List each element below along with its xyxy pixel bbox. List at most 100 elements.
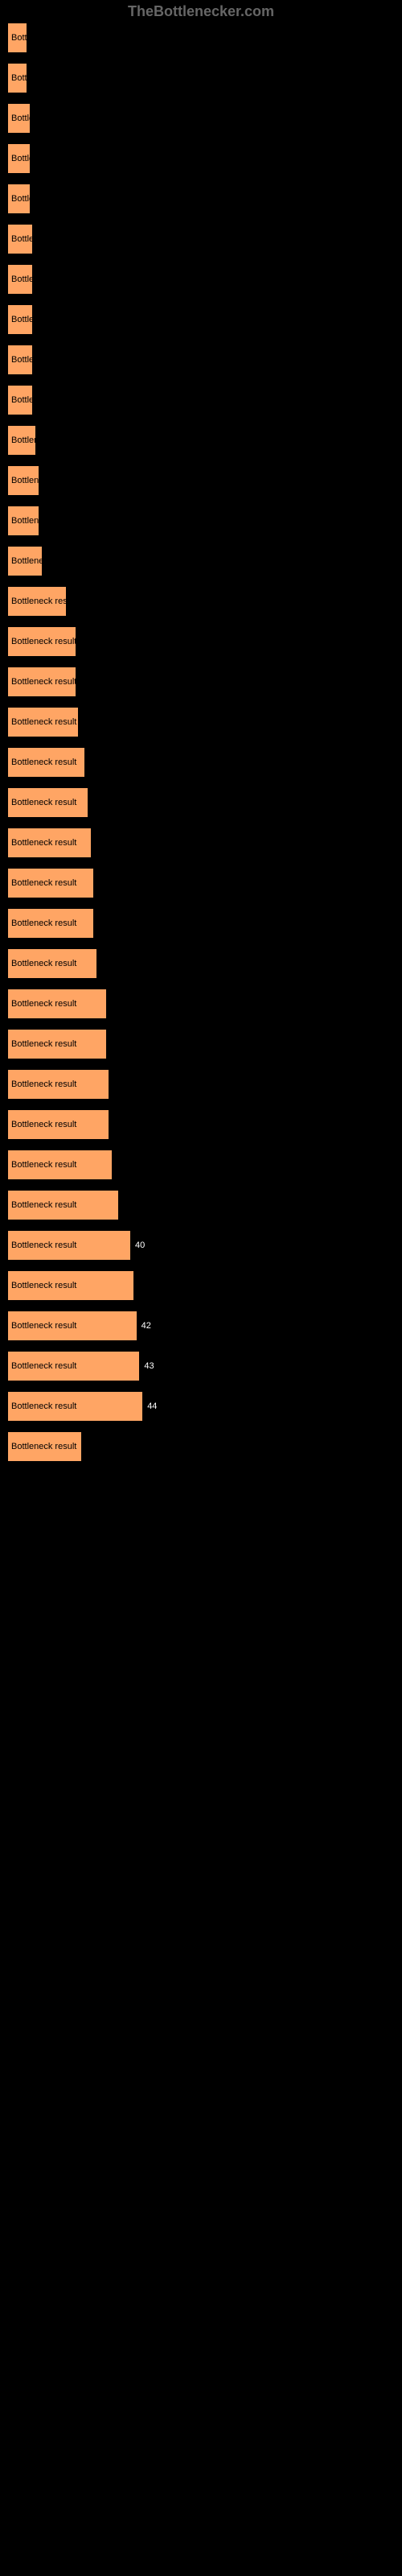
bar-label: Bottleneck result (11, 1039, 76, 1049)
chart-row: Bottleneck result (8, 1271, 394, 1300)
chart-row: Bottleneck result (8, 1110, 394, 1139)
chart-row: Bottleneck result (8, 345, 394, 374)
bar-value: 42 (142, 1321, 151, 1331)
chart-row: Bottleneck result (8, 104, 394, 133)
bar-track: Bottleneck result (8, 345, 394, 374)
bar-label: Bottleneck result (11, 758, 76, 767)
chart-row: Bottleneck result (8, 748, 394, 777)
chart-row: Bottleneck result (8, 184, 394, 213)
chart-row: Bottleneck result (8, 64, 394, 93)
bottleneck-bar-chart: Bottleneck resultBottleneck resultBottle… (0, 23, 402, 1488)
bar-track: Bottleneck result (8, 1150, 394, 1179)
bar-label: Bottleneck result (11, 1200, 76, 1210)
chart-row: Bottleneck result (8, 587, 394, 616)
bar-track: Bottleneck result (8, 466, 394, 495)
bar-track: Bottleneck result (8, 184, 394, 213)
bar-label: Bottleneck result (11, 436, 76, 445)
chart-row: Bottleneck result (8, 869, 394, 898)
bar-label: Bottleneck result (11, 355, 76, 365)
bar-track: Bottleneck result (8, 1271, 394, 1300)
chart-row: Bottleneck result (8, 426, 394, 455)
bar-track: Bottleneck result (8, 989, 394, 1018)
bar-label: Bottleneck result (11, 516, 76, 526)
bar-track: Bottleneck result (8, 708, 394, 737)
bar-track: Bottleneck result (8, 426, 394, 455)
chart-row: Bottleneck result (8, 23, 394, 52)
bar-label: Bottleneck result (11, 395, 76, 405)
bar-track: Bottleneck result (8, 64, 394, 93)
bar-label: Bottleneck result (11, 315, 76, 324)
bar: Bottleneck result (8, 466, 39, 495)
bar-track: Bottleneck result (8, 1070, 394, 1099)
chart-row: Bottleneck result (8, 708, 394, 737)
bar: Bottleneck result (8, 386, 32, 415)
bar-track: Bottleneck result (8, 949, 394, 978)
bar: Bottleneck result (8, 748, 84, 777)
bar: Bottleneck result (8, 426, 35, 455)
chart-row: Bottleneck result (8, 828, 394, 857)
chart-row: Bottleneck result (8, 1432, 394, 1461)
watermark-text: TheBottlenecker.com (0, 0, 402, 23)
bar: Bottleneck result (8, 989, 106, 1018)
chart-row: Bottleneck result (8, 305, 394, 334)
bar-track: Bottleneck result (8, 225, 394, 254)
bar: Bottleneck result (8, 345, 32, 374)
bar: Bottleneck result (8, 1231, 130, 1260)
bar-value: 40 (135, 1241, 145, 1250)
chart-row: Bottleneck result (8, 667, 394, 696)
bar: Bottleneck result (8, 1030, 106, 1059)
bar: Bottleneck result (8, 667, 76, 696)
bar-track: Bottleneck result (8, 667, 394, 696)
bar-track: Bottleneck result (8, 788, 394, 817)
bar-label: Bottleneck result (11, 33, 76, 43)
bar-label: Bottleneck result (11, 1241, 76, 1250)
chart-row: Bottleneck result (8, 1030, 394, 1059)
bar-track: Bottleneck result43 (8, 1352, 394, 1381)
bar-track: Bottleneck result (8, 386, 394, 415)
bar-label: Bottleneck result (11, 1402, 76, 1411)
bar-label: Bottleneck result (11, 556, 76, 566)
bar: Bottleneck result (8, 828, 91, 857)
bar-track: Bottleneck result (8, 104, 394, 133)
bar-label: Bottleneck result (11, 1442, 76, 1451)
chart-row: Bottleneck result (8, 466, 394, 495)
chart-row: Bottleneck result (8, 265, 394, 294)
chart-row: Bottleneck result42 (8, 1311, 394, 1340)
bar-label: Bottleneck result (11, 234, 76, 244)
bar-track: Bottleneck result (8, 869, 394, 898)
bar: Bottleneck result (8, 23, 27, 52)
bar-label: Bottleneck result (11, 1281, 76, 1290)
bar-track: Bottleneck result (8, 1432, 394, 1461)
bar-label: Bottleneck result (11, 1160, 76, 1170)
bar: Bottleneck result (8, 1191, 118, 1220)
bar: Bottleneck result (8, 1392, 142, 1421)
bar-track: Bottleneck result (8, 1030, 394, 1059)
bar: Bottleneck result (8, 64, 27, 93)
bar: Bottleneck result (8, 587, 66, 616)
bar-label: Bottleneck result (11, 154, 76, 163)
bar: Bottleneck result (8, 1070, 109, 1099)
bar-track: Bottleneck result (8, 305, 394, 334)
bar: Bottleneck result (8, 225, 32, 254)
bar-label: Bottleneck result (11, 717, 76, 727)
chart-row: Bottleneck result (8, 909, 394, 938)
bar: Bottleneck result (8, 1432, 81, 1461)
bar-value: 43 (144, 1361, 154, 1371)
bar: Bottleneck result (8, 627, 76, 656)
chart-row: Bottleneck result (8, 949, 394, 978)
chart-row: Bottleneck result (8, 1191, 394, 1220)
bar-track: Bottleneck result (8, 627, 394, 656)
bar: Bottleneck result (8, 708, 78, 737)
bar-track: Bottleneck result (8, 1110, 394, 1139)
bar-label: Bottleneck result (11, 1120, 76, 1129)
bar: Bottleneck result (8, 1271, 133, 1300)
chart-row: Bottleneck result (8, 144, 394, 173)
chart-row: Bottleneck result (8, 1150, 394, 1179)
bar: Bottleneck result (8, 144, 30, 173)
bar-label: Bottleneck result (11, 637, 76, 646)
bar-track: Bottleneck result44 (8, 1392, 394, 1421)
bar: Bottleneck result (8, 305, 32, 334)
bar: Bottleneck result (8, 265, 32, 294)
chart-row: Bottleneck result 40 (8, 1231, 394, 1260)
bar-label: Bottleneck result (11, 919, 76, 928)
